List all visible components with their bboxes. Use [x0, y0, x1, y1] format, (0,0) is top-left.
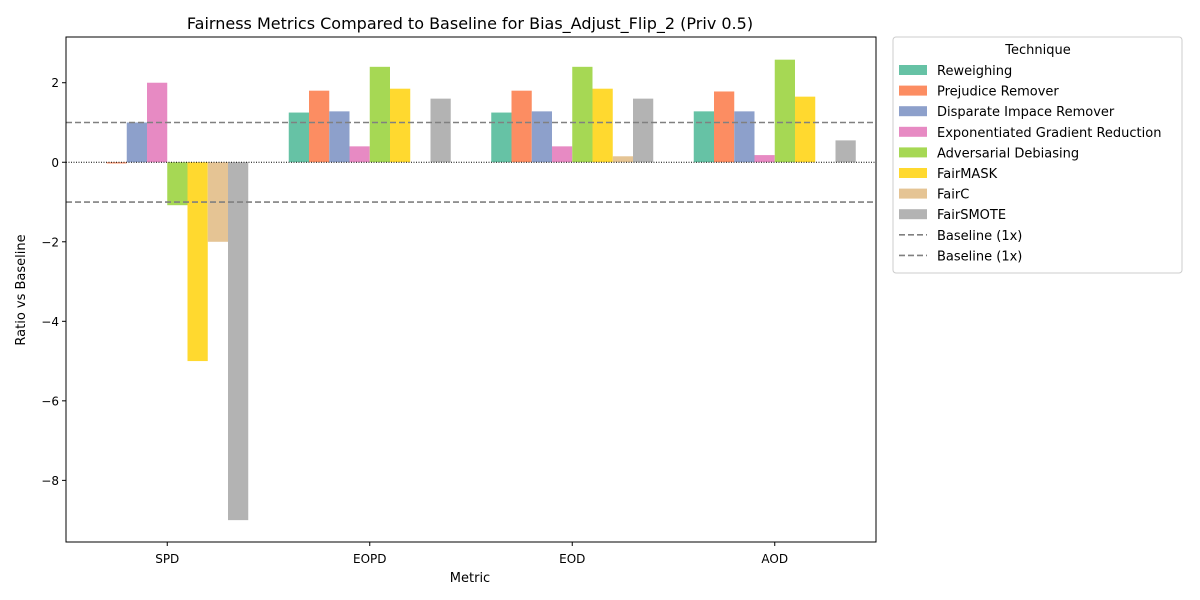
x-axis-label: Metric: [450, 571, 490, 586]
legend-swatch: [899, 126, 927, 137]
bar-aod-5: [795, 96, 816, 163]
bar-spd-1: [106, 162, 127, 164]
y-tick-label: −8: [41, 474, 59, 488]
legend-swatch: [899, 209, 927, 220]
bar-eopd-2: [329, 111, 350, 163]
bar-spd-5: [187, 162, 208, 362]
y-tick-label: −4: [41, 315, 59, 329]
x-tick-label: SPD: [155, 552, 179, 566]
legend-label: FairMASK: [937, 167, 998, 182]
bar-eod-4: [572, 66, 593, 163]
y-axis: −8 −6 −4 −2 0 2: [41, 76, 66, 488]
bar-aod-3: [754, 155, 775, 163]
bar-spd-4: [167, 162, 188, 206]
bar-aod-0: [693, 111, 714, 163]
legend-swatch: [899, 168, 927, 178]
legend-frame: [892, 36, 1183, 274]
y-tick-label: −2: [41, 235, 59, 249]
bar-eopd-1: [309, 90, 330, 163]
legend-label: Disparate Impace Remover: [937, 105, 1115, 120]
bar-eod-2: [531, 111, 552, 163]
bar-eod-1: [511, 90, 532, 163]
chart-title: Fairness Metrics Compared to Baseline fo…: [187, 14, 753, 34]
bar-eopd-0: [288, 112, 309, 163]
bar-eod-3: [552, 146, 573, 163]
bar-aod-2: [734, 111, 755, 163]
bar-eod-0: [491, 112, 512, 163]
legend-swatch: [899, 188, 927, 199]
legend-label: Baseline (1x): [937, 229, 1022, 244]
legend-label: Baseline (1x): [937, 249, 1022, 264]
bar-aod-4: [774, 59, 795, 163]
plot-area: −8 −6 −4 −2 0 2 SPD EOPD EOD AOD: [41, 36, 877, 566]
legend-label: Exponentiated Gradient Reduction: [937, 126, 1161, 141]
bar-eopd-3: [349, 146, 370, 163]
bar-eopd-4: [369, 66, 390, 163]
legend-label: FairC: [937, 188, 969, 203]
legend-swatch: [899, 65, 927, 75]
y-tick-label: −6: [41, 394, 59, 408]
legend-label: FairSMOTE: [937, 208, 1006, 223]
bar-aod-7: [835, 140, 856, 163]
bar-eod-7: [633, 98, 654, 163]
legend-title: Technique: [1004, 43, 1070, 58]
y-tick-label: 0: [51, 156, 59, 170]
plot-frame: [65, 36, 877, 543]
y-tick-label: 2: [51, 76, 59, 90]
legend-swatch: [899, 106, 927, 117]
bar-spd-6: [207, 162, 228, 242]
bar-eod-6: [612, 156, 633, 163]
x-axis: SPD EOPD EOD AOD: [155, 542, 788, 566]
y-axis-label: Ratio vs Baseline: [14, 234, 29, 345]
bar-eopd-7: [430, 98, 451, 163]
x-tick-label: EOD: [559, 552, 585, 566]
legend-label: Adversarial Debiasing: [937, 146, 1079, 161]
bars-group: [106, 59, 856, 521]
x-tick-label: EOPD: [353, 552, 387, 566]
bar-eopd-5: [390, 88, 411, 163]
reference-lines: [66, 121, 876, 203]
legend-swatch: [899, 147, 927, 158]
legend-label: Reweighing: [937, 64, 1012, 79]
x-tick-label: AOD: [761, 552, 788, 566]
bar-aod-1: [714, 91, 735, 163]
legend-label: Prejudice Remover: [937, 85, 1059, 100]
bar-spd-7: [228, 162, 249, 521]
bar-eod-5: [592, 88, 613, 163]
legend: Technique Reweighing Prejudice Remover Dis…: [892, 36, 1183, 274]
legend-swatch: [899, 85, 927, 96]
bar-spd-2: [126, 122, 147, 163]
